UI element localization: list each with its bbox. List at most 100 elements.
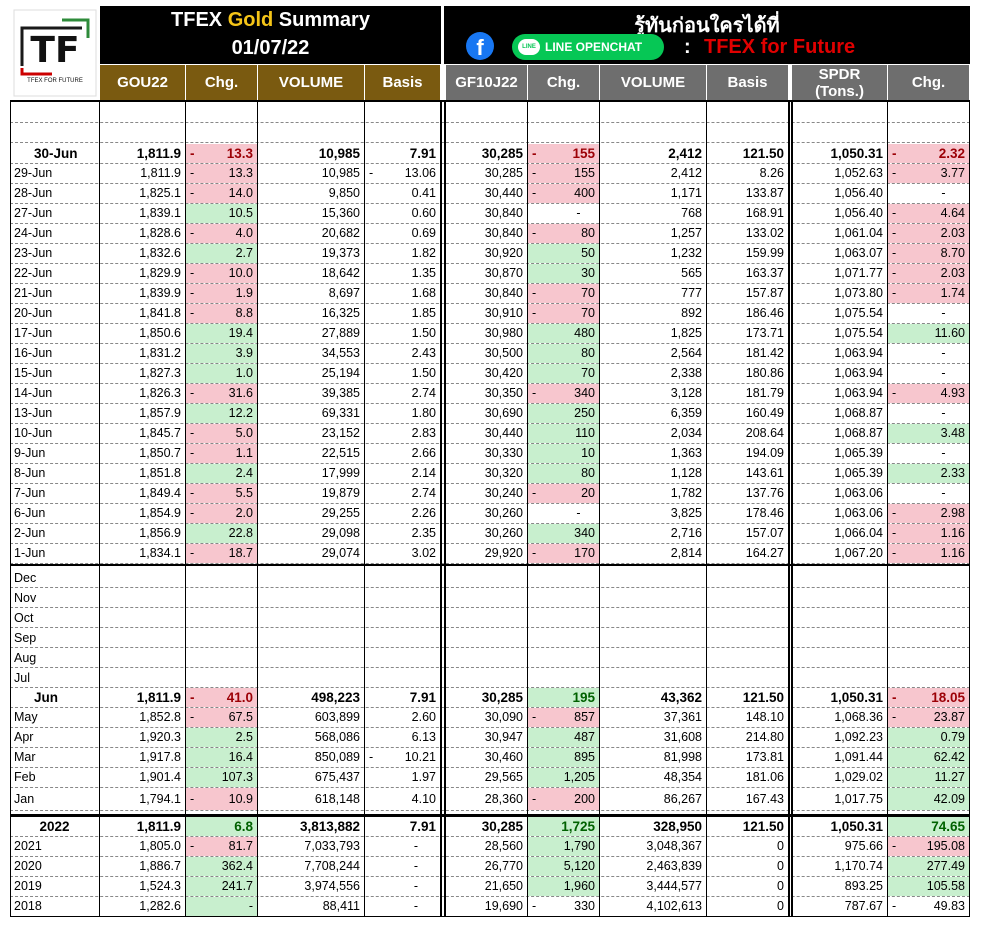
cell-value: 1,850.6 [139,326,181,340]
cell-value: May [14,710,38,724]
cell-spdr: 1,092.23 [792,728,887,747]
cell-spdr_chg: 2.33 [888,464,969,483]
cell-value: 0 [777,899,784,913]
cell-spdr: 975.66 [792,837,887,856]
minus-sign: - [892,526,897,540]
cell-value: 0.79 [940,730,965,744]
cell-value: 19,690 [484,899,523,913]
cell-label: 2021 [10,837,99,856]
column-line [706,100,707,916]
cell-value: 1,063.94 [834,386,883,400]
cell-value: 29,074 [321,546,360,560]
cell-label: 20-Jun [10,304,99,323]
cell-value: - [248,899,253,913]
cell-value: 30,285 [481,690,523,705]
cell-value: 3,444,577 [646,879,702,893]
cell-value: 362.4 [221,859,253,873]
cell-value: 30,090 [484,710,523,724]
minus-sign: - [532,146,537,161]
cell-spdr: 1,170.74 [792,857,887,876]
cell-spdr_chg: - 4.64 [888,204,969,223]
cell-gou_basis: 2.66 [365,444,440,463]
cell-gou: 1,845.7 [100,424,185,443]
section-line [10,564,970,566]
cell-value: 30,500 [484,346,523,360]
minus-sign: - [892,286,897,300]
cell-gf: 30,285 [446,817,527,836]
section-line [10,916,970,917]
cell-gf_vol: 2,716 [600,524,706,543]
cell-gou_basis: 2.74 [365,484,440,503]
cell-gf_chg: 70 [528,364,599,383]
cell-value: 29,098 [321,526,360,540]
cell-value: 194.09 [745,446,784,460]
cell-gf_basis: 163.37 [707,264,788,283]
row-separator [10,627,970,628]
cell-value: 121.50 [742,819,784,834]
cell-value: 2.43 [411,346,436,360]
cell-gou: 1,841.8 [100,304,185,323]
cell-value: 21,650 [484,879,523,893]
cell-value: 18.7 [228,546,253,560]
cell-value: 1,128 [670,466,702,480]
cell-spdr: 1,073.80 [792,284,887,303]
minus-sign: - [190,690,195,705]
cell-label: 13-Jun [10,404,99,423]
cell-value: 181.42 [745,346,784,360]
cell-gf_vol: 48,354 [600,768,706,787]
cell-gf_chg: 480 [528,324,599,343]
cell-gou: 1,826.3 [100,384,185,403]
cell-label: 7-Jun [10,484,99,503]
cell-value: 30,840 [484,286,523,300]
cell-gf_vol: 3,128 [600,384,706,403]
cell-value: 1,839.1 [139,206,181,220]
cell-label: Mar [10,748,99,767]
facebook-icon[interactable]: f [466,32,494,60]
cell-gf_vol: 2,814 [600,544,706,563]
row-separator [10,463,970,464]
cell-gou: 1,886.7 [100,857,185,876]
col-header-spdr-chg: Chg. [888,65,969,100]
cell-spdr: 1,063.06 [792,484,887,503]
cell-value: 43,362 [660,690,702,705]
row-separator [10,283,970,284]
cell-gf_chg: - [528,204,599,223]
col-header-gf-1: Chg. [528,65,599,100]
cell-gou_basis: - [365,877,440,896]
cell-label: 8-Jun [10,464,99,483]
cell-gou_vol: 7,033,793 [258,837,364,856]
cell-gf: 30,240 [446,484,527,503]
cell-value: 18.05 [931,690,965,705]
cell-value: 181.06 [745,770,784,784]
cell-gou_chg: - 41.0 [186,688,257,707]
cell-value: 1.85 [411,306,436,320]
cell-spdr: 1,068.87 [792,424,887,443]
brand-name: TFEX for Future [704,36,856,58]
cell-value: - [413,879,418,893]
cell-value: 2.5 [235,730,253,744]
cell-gf: 30,440 [446,184,527,203]
cell-value: 163.37 [745,266,784,280]
minus-sign: - [532,546,537,560]
cell-gou: 1,825.1 [100,184,185,203]
cell-gf_basis: 0 [707,877,788,896]
cell-spdr_chg: - [888,444,969,463]
cell-spdr_chg: - 195.08 [888,837,969,856]
cell-gf_basis: 181.79 [707,384,788,403]
cell-gf_vol: 768 [600,204,706,223]
cell-spdr_chg: 42.09 [888,788,969,810]
cell-value: 1,071.77 [834,266,883,280]
cell-value: 2,034 [670,426,702,440]
cell-value: 1,029.02 [834,770,883,784]
cell-value: 1,091.44 [834,750,883,764]
cell-value: 1,886.7 [139,859,181,873]
cell-value: 7,708,244 [304,859,360,873]
cell-gou_vol: 27,889 [258,324,364,343]
cell-gf: 30,910 [446,304,527,323]
line-openchat-button[interactable]: LINE LINE OPENCHAT [512,34,664,60]
cell-gou_chg: - 67.5 [186,708,257,727]
row-separator [10,363,970,364]
cell-value: 1,901.4 [139,770,181,784]
cell-gf: 30,690 [446,404,527,423]
cell-value: 29,255 [321,506,360,520]
